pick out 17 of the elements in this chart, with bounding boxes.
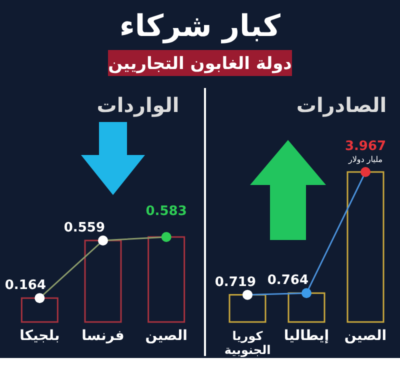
x-tick-label: بلجيكا bbox=[20, 328, 60, 344]
data-label: 0.719 bbox=[214, 274, 256, 290]
data-label: 0.559 bbox=[64, 220, 105, 236]
chart-title: الواردات bbox=[96, 93, 180, 117]
x-tick-label: الصين bbox=[145, 328, 188, 344]
data-label: 0.764 bbox=[267, 273, 308, 288]
x-tick-label: إيطاليا bbox=[284, 328, 330, 344]
text: دولة الغابون التجاريين bbox=[108, 54, 292, 74]
text: كبار شركاء bbox=[120, 9, 281, 44]
annotation: مليار دولار bbox=[347, 155, 383, 164]
data-label: 0.583 bbox=[146, 204, 187, 219]
data-label: 3.967 bbox=[344, 139, 386, 154]
x-tick-label: الصين bbox=[344, 328, 387, 344]
x-tick-label: كوريا الجنوبية bbox=[224, 329, 271, 357]
x-tick-label: فرنسا bbox=[82, 328, 124, 344]
chart-title: الصادرات bbox=[296, 93, 387, 117]
data-label: 0.164 bbox=[4, 278, 46, 294]
